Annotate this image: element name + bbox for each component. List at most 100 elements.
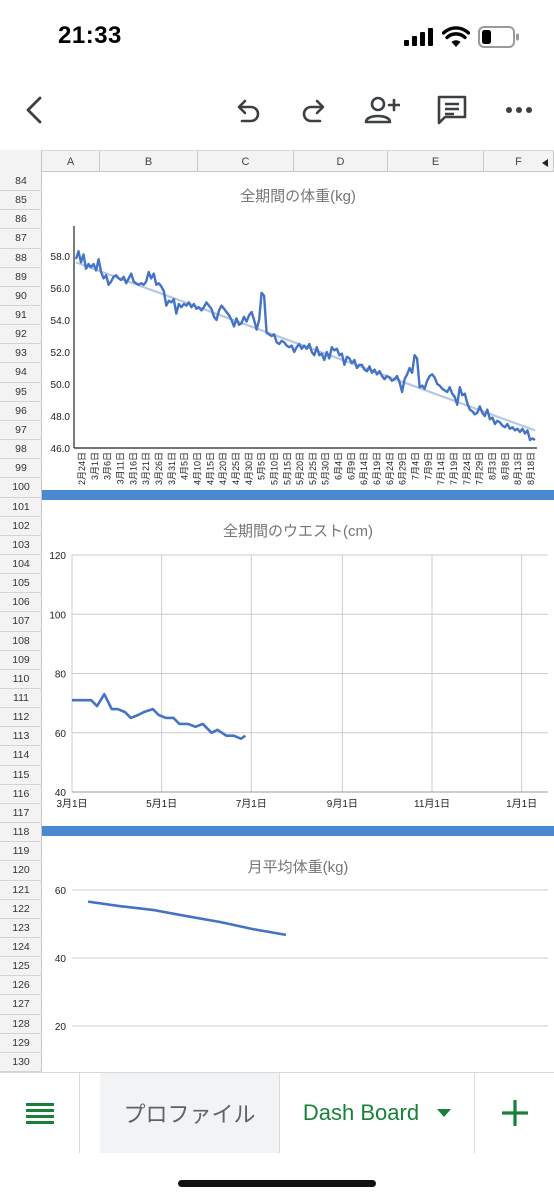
row-header-130[interactable]: 130 — [0, 1053, 42, 1072]
x-tick-group: 4月10日 — [192, 452, 202, 485]
row-header-113[interactable]: 113 — [0, 727, 42, 747]
x-tick-label: 5月5日 — [257, 452, 267, 480]
row-header-87[interactable]: 87 — [0, 229, 42, 249]
comment-button[interactable] — [428, 86, 476, 134]
x-tick-label: 8月13日 — [513, 452, 523, 485]
row-header-122[interactable]: 122 — [0, 900, 42, 919]
row-header-126[interactable]: 126 — [0, 976, 42, 996]
row-header-103[interactable]: 103 — [0, 536, 42, 555]
column-header-C[interactable]: C — [198, 151, 294, 173]
row-header-88[interactable]: 88 — [0, 249, 42, 268]
row-header-111[interactable]: 111 — [0, 689, 42, 709]
row-header-90[interactable]: 90 — [0, 287, 42, 307]
row-header-104[interactable]: 104 — [0, 555, 42, 575]
add-sheet-icon — [501, 1100, 528, 1126]
row-header-121[interactable]: 121 — [0, 881, 42, 900]
wifi-icon — [442, 26, 470, 47]
row-header-89[interactable]: 89 — [0, 268, 42, 287]
row-header-118[interactable]: 118 — [0, 823, 42, 843]
row-header-95[interactable]: 95 — [0, 383, 42, 402]
row-header-116[interactable]: 116 — [0, 785, 42, 804]
row-header-112[interactable]: 112 — [0, 708, 42, 728]
row-header-110[interactable]: 110 — [0, 670, 42, 689]
row-header-98[interactable]: 98 — [0, 440, 42, 460]
x-tick-group: 8月18日 — [526, 452, 536, 485]
row-header-101[interactable]: 101 — [0, 498, 42, 517]
y-tick-label: 20 — [55, 1022, 67, 1033]
row-header-127[interactable]: 127 — [0, 995, 42, 1015]
x-tick-label: 4月10日 — [192, 452, 202, 485]
row-header-86[interactable]: 86 — [0, 210, 42, 230]
row-header-119[interactable]: 119 — [0, 842, 42, 862]
y-tick-label: 50.0 — [51, 380, 71, 391]
monthly-weight-chart[interactable]: 月平均体重(kg) 20 40 60 — [42, 836, 554, 1072]
waist-chart[interactable]: 全期間のウエスト(cm) 40 60 80 100 120 3月1日 5月1日 7月1日 9月1… — [42, 500, 554, 826]
caret-down-icon[interactable] — [437, 1109, 452, 1117]
more-button[interactable] — [495, 86, 543, 134]
y-tick-label: 60 — [55, 886, 67, 897]
x-tick-label: 9月1日 — [327, 798, 358, 810]
x-tick-group: 8月8日 — [500, 452, 510, 480]
row-header-100[interactable]: 100 — [0, 478, 42, 498]
row-header-120[interactable]: 120 — [0, 861, 42, 881]
row-header-124[interactable]: 124 — [0, 938, 42, 958]
x-tick-label: 6月24日 — [385, 452, 395, 485]
row-header-94[interactable]: 94 — [0, 363, 42, 383]
tab-profile[interactable]: プロファイル — [100, 1073, 280, 1153]
undo-button[interactable] — [223, 86, 271, 134]
redo-button[interactable] — [291, 86, 339, 134]
row-header-bar: 84 85 86 87 88 89 90 91 92 93 94 95 96 97 98 99 100 101 10… — [0, 172, 42, 1072]
x-tick-label: 7月14日 — [436, 452, 446, 485]
x-tick-label: 3月1日 — [56, 798, 87, 810]
x-tick-group: 3月21日 — [141, 452, 151, 485]
row-header-93[interactable]: 93 — [0, 344, 42, 364]
x-tick-group: 7月14日 — [436, 452, 446, 485]
row-header-129[interactable]: 129 — [0, 1034, 42, 1053]
x-tick-group: 8月13日 — [513, 452, 523, 485]
add-sheet-button[interactable] — [474, 1073, 554, 1153]
row-header-117[interactable]: 117 — [0, 804, 42, 824]
row-header-108[interactable]: 108 — [0, 632, 42, 651]
row-header-92[interactable]: 92 — [0, 325, 42, 345]
row-header-105[interactable]: 105 — [0, 574, 42, 594]
comment-icon — [437, 95, 467, 125]
row-header-102[interactable]: 102 — [0, 517, 42, 536]
row-header-123[interactable]: 123 — [0, 919, 42, 938]
scroll-right-arrow[interactable] — [542, 159, 548, 167]
row-header-85[interactable]: 85 — [0, 191, 42, 211]
row-header-91[interactable]: 91 — [0, 306, 42, 326]
x-tick-label: 6月14日 — [359, 452, 369, 485]
share-button[interactable] — [358, 86, 406, 134]
sheet-list-button[interactable] — [0, 1073, 80, 1153]
back-button[interactable] — [10, 86, 58, 134]
column-header-B[interactable]: B — [100, 151, 198, 173]
x-tick-group: 6月9日 — [346, 452, 356, 480]
tab-dash-board[interactable]: Dash Board — [281, 1073, 473, 1153]
row-header-96[interactable]: 96 — [0, 402, 42, 421]
column-header-A[interactable]: A — [42, 151, 100, 173]
select-all-corner[interactable] — [0, 150, 42, 172]
row-header-115[interactable]: 115 — [0, 766, 42, 785]
row-header-99[interactable]: 99 — [0, 459, 42, 479]
x-tick-label: 4月30日 — [244, 452, 254, 485]
row-header-84[interactable]: 84 — [0, 172, 42, 192]
row-header-114[interactable]: 114 — [0, 746, 42, 766]
x-tick-group: 4月20日 — [218, 452, 228, 485]
x-tick-label: 4月5日 — [180, 452, 190, 480]
x-tick-group: 3月31日 — [167, 452, 177, 485]
row-header-97[interactable]: 97 — [0, 421, 42, 441]
row-header-107[interactable]: 107 — [0, 612, 42, 632]
weight-chart[interactable]: 全期間の体重(kg) 46.0 48.0 50.0 52.0 54.0 56.0 58.0 2… — [42, 172, 554, 490]
row-header-109[interactable]: 109 — [0, 651, 42, 670]
weight-chart-plot: 46.0 48.0 50.0 52.0 54.0 56.0 58.0 2月24日 3月1日 3月6… — [51, 226, 537, 485]
row-header-128[interactable]: 128 — [0, 1015, 42, 1034]
y-tick-label: 40 — [55, 954, 67, 965]
x-tick-group: 5月5日 — [257, 452, 267, 480]
row-header-125[interactable]: 125 — [0, 957, 42, 977]
column-header-E[interactable]: E — [388, 151, 484, 173]
more-horizontal-icon — [506, 107, 532, 113]
column-header-D[interactable]: D — [294, 151, 388, 173]
chart-divider — [42, 490, 554, 500]
row-header-106[interactable]: 106 — [0, 593, 42, 613]
